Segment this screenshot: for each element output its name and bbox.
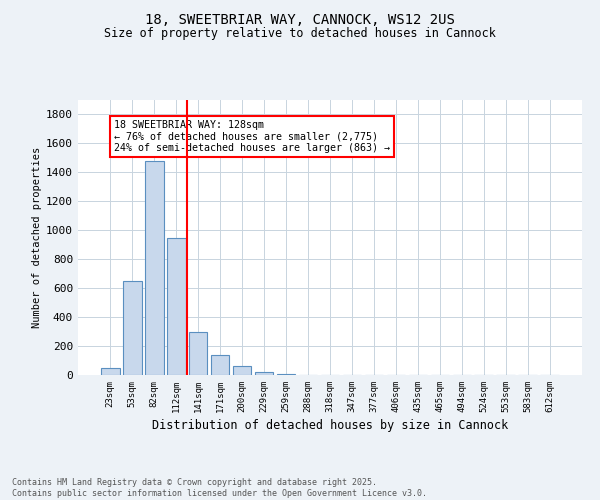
Text: Size of property relative to detached houses in Cannock: Size of property relative to detached ho… bbox=[104, 28, 496, 40]
Bar bbox=[101, 368, 119, 375]
Bar bbox=[167, 238, 185, 375]
Text: 18 SWEETBRIAR WAY: 128sqm
← 76% of detached houses are smaller (2,775)
24% of se: 18 SWEETBRIAR WAY: 128sqm ← 76% of detac… bbox=[113, 120, 389, 154]
Bar bbox=[255, 372, 274, 375]
Bar bbox=[123, 281, 142, 375]
Y-axis label: Number of detached properties: Number of detached properties bbox=[32, 147, 42, 328]
Text: Contains HM Land Registry data © Crown copyright and database right 2025.
Contai: Contains HM Land Registry data © Crown c… bbox=[12, 478, 427, 498]
Text: 18, SWEETBRIAR WAY, CANNOCK, WS12 2US: 18, SWEETBRIAR WAY, CANNOCK, WS12 2US bbox=[145, 12, 455, 26]
Bar bbox=[145, 161, 164, 375]
X-axis label: Distribution of detached houses by size in Cannock: Distribution of detached houses by size … bbox=[152, 419, 508, 432]
Bar bbox=[233, 366, 251, 375]
Bar bbox=[189, 332, 208, 375]
Bar bbox=[277, 374, 295, 375]
Bar bbox=[211, 354, 229, 375]
